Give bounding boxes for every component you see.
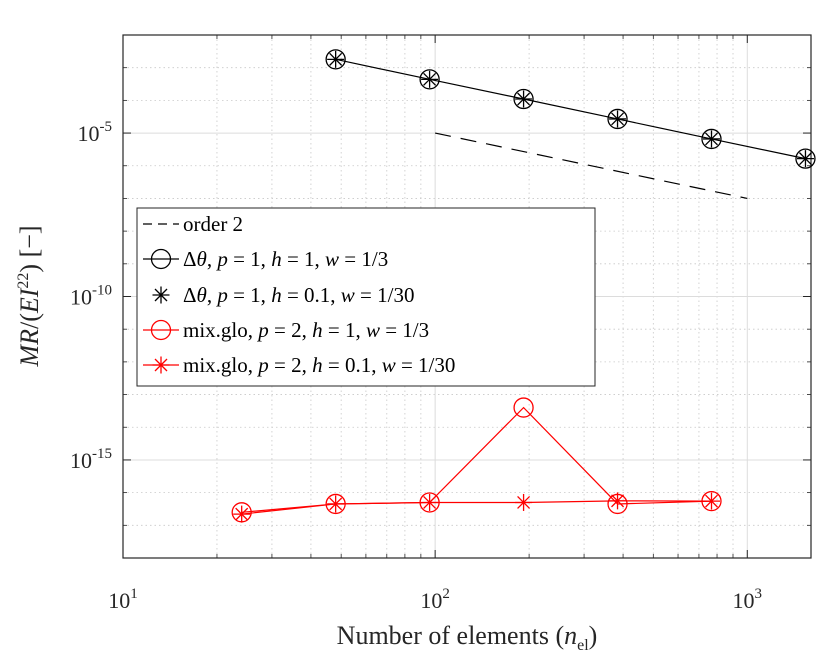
y-tick-label: 10-5	[78, 119, 113, 146]
x-tick-label: 103	[733, 586, 763, 613]
data-point-2-stroke	[798, 152, 812, 166]
data-point-2-stroke	[423, 72, 437, 86]
data-point-3	[513, 397, 534, 418]
data-point-4	[703, 492, 721, 510]
legend-label-dtheta-h1: Δθ, p = 1, h = 1, w = 1/3	[183, 247, 388, 271]
data-point-2-stroke	[705, 132, 718, 146]
data-point-4	[515, 493, 533, 511]
y-tick-label: 10-15	[70, 446, 112, 473]
data-point-4	[609, 492, 627, 510]
series-2	[327, 50, 814, 168]
series-4	[233, 492, 721, 523]
y-tick-label: 10-10	[70, 283, 112, 310]
data-point-4-stroke	[423, 495, 437, 509]
data-point-4	[421, 493, 439, 511]
legend-sample-marker-stroke	[154, 288, 168, 302]
data-point-1	[701, 128, 722, 150]
legend-label-dtheta-h01: Δθ, p = 1, h = 0.1, w = 1/30	[183, 283, 414, 307]
data-point-4-stroke	[517, 495, 531, 509]
data-point-1	[607, 108, 628, 130]
data-point-2	[796, 150, 814, 168]
data-point-4-stroke	[235, 507, 249, 521]
data-point-2	[515, 90, 533, 108]
data-point-2	[327, 50, 345, 68]
legend-box	[136, 207, 596, 387]
legend-label-mixglo-h01: mix.glo, p = 2, h = 0.1, w = 1/30	[183, 353, 455, 377]
data-point-4-stroke	[329, 497, 343, 511]
series-line-1	[335, 58, 806, 160]
data-point-1	[795, 148, 816, 169]
legend-sample-marker-stroke	[154, 358, 168, 372]
data-point-2	[703, 130, 721, 148]
data-point-4	[327, 495, 345, 513]
data-point-2-stroke	[517, 92, 531, 106]
y-axis-title: MR/(EI22) [−]	[15, 225, 44, 367]
data-point-1	[513, 88, 534, 110]
data-point-2	[609, 110, 627, 128]
series-0	[435, 132, 748, 200]
series-layer	[231, 49, 816, 523]
data-point-2-stroke	[611, 112, 625, 126]
legend-sample-marker	[152, 286, 170, 304]
tick-labels: 101 102 103 10-5 10-10 10-15	[70, 119, 762, 613]
legend-sample-marker	[150, 319, 172, 341]
x-axis-title: Number of elements (nel)	[337, 621, 598, 654]
legend-label-mixglo-h1: mix.glo, p = 2, h = 1, w = 1/3	[183, 318, 429, 342]
data-point-2	[421, 70, 439, 88]
data-point-4-stroke	[611, 494, 625, 508]
x-tick-label: 102	[420, 586, 450, 613]
series-line-0	[435, 132, 748, 200]
x-tick-label: 101	[108, 586, 138, 613]
legend-samples	[143, 223, 179, 374]
data-point-1	[325, 49, 346, 70]
legend-label-order-2: order 2	[183, 212, 243, 236]
axis-ticks	[122, 34, 811, 559]
series-line-4	[241, 500, 712, 515]
data-point-2-stroke	[329, 52, 343, 66]
legend-sample-marker	[152, 356, 170, 374]
data-point-1	[419, 69, 440, 90]
data-point-4-stroke	[705, 494, 718, 508]
series-1	[325, 49, 816, 169]
legend-sample-marker	[150, 248, 172, 270]
data-point-4	[233, 505, 251, 523]
legend: order 2 Δθ, p = 1, h = 1, w = 1/3 Δθ, p …	[136, 207, 596, 387]
